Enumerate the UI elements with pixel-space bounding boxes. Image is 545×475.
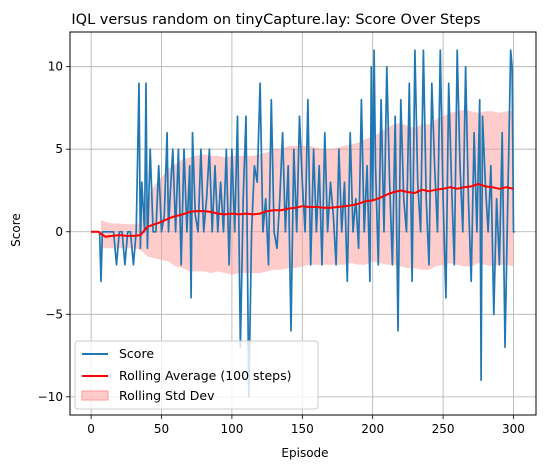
y-tick-label: 5: [55, 142, 63, 156]
legend-std-swatch: [81, 390, 109, 401]
y-tick-label: 0: [55, 225, 63, 239]
y-axis-label: Score: [9, 213, 23, 247]
chart-title: IQL versus random on tinyCapture.lay: Sc…: [71, 12, 480, 28]
x-axis-label: Episode: [281, 446, 328, 460]
legend-std-label: Rolling Std Dev: [119, 388, 215, 403]
rolling-average-line: [91, 182, 514, 238]
y-tick-label: −5: [45, 307, 63, 321]
x-axis-ticks: 0 50 100 150 200 250 300: [87, 415, 525, 436]
x-tick-label: 250: [432, 422, 455, 436]
y-axis-ticks: −10 −5 0 5 10: [38, 60, 70, 404]
x-tick-label: 100: [220, 422, 243, 436]
legend-score-label: Score: [119, 346, 154, 361]
y-tick-label: 10: [48, 60, 63, 74]
y-tick-label: −10: [38, 390, 63, 404]
legend-box: [74, 340, 319, 410]
legend-average-label: Rolling Average (100 steps): [119, 368, 291, 383]
x-tick-label: 50: [154, 422, 169, 436]
x-tick-label: 150: [291, 422, 314, 436]
rolling-average-line-layer: [91, 182, 514, 238]
x-tick-label: 200: [361, 422, 384, 436]
x-tick-label: 0: [87, 422, 95, 436]
x-tick-label: 300: [502, 422, 525, 436]
legend: Score Rolling Average (100 steps) Rollin…: [74, 340, 319, 410]
plot-frame: [69, 31, 537, 416]
